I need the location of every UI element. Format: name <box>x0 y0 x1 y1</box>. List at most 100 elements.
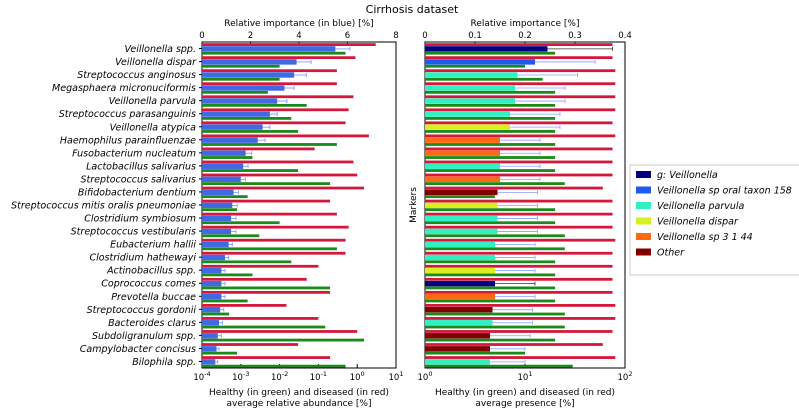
healthy-bar <box>202 351 238 355</box>
legend-label: g: Veillonella <box>657 170 718 181</box>
healthy-bar <box>202 260 292 264</box>
diseased-bar <box>202 160 354 164</box>
importance-bar <box>202 46 336 52</box>
marker-healthy-bar <box>425 338 556 342</box>
diseased-bar <box>202 134 369 138</box>
left-bottom-axis-label-2: average relative abundance [%] <box>226 399 371 409</box>
legend-swatch <box>636 171 651 178</box>
marker-diseased-bar <box>425 82 616 86</box>
importance-bar <box>202 111 270 117</box>
healthy-bar <box>202 221 280 225</box>
diseased-bar <box>202 56 356 60</box>
left-category-label: Actinobacillus spp. <box>106 266 196 277</box>
importance-bar <box>202 293 222 300</box>
marker-importance-bar <box>425 293 495 300</box>
importance-bar <box>202 72 295 78</box>
marker-diseased-bar <box>425 290 613 294</box>
left-bottom-tick-label: 101 <box>389 370 404 383</box>
marker-importance-bar <box>425 176 500 182</box>
left-bottom-axis-label-1: Healthy (in green) and diseased (in red) <box>209 388 389 398</box>
diseased-bar <box>202 277 307 281</box>
healthy-bar <box>202 299 248 303</box>
importance-bar <box>202 320 219 326</box>
left-category-label: Bilophila spp. <box>132 357 196 368</box>
marker-diseased-bar <box>425 173 613 177</box>
importance-bar <box>202 267 222 274</box>
healthy-bar <box>202 273 253 277</box>
diseased-bar <box>202 330 358 333</box>
right-top-tick-label: 0.2 <box>518 31 532 41</box>
legend-label: Veillonella parvula <box>657 201 745 212</box>
left-category-label: Fusobacterium nucleatum <box>72 148 196 159</box>
importance-bar <box>202 280 222 287</box>
healthy-bar <box>202 234 260 238</box>
left-category-label: Subdoligranulum spp. <box>92 331 196 342</box>
left-bottom-tick-label: 100 <box>350 370 365 383</box>
left-category-label: Streptococcus gordonii <box>87 305 197 316</box>
importance-bar <box>202 359 216 365</box>
marker-healthy-bar <box>425 169 556 172</box>
marker-healthy-bar <box>425 312 565 316</box>
marker-diseased-bar <box>425 330 613 333</box>
healthy-bar <box>202 208 238 212</box>
marker-importance-bar <box>425 72 518 78</box>
healthy-bar <box>202 364 346 368</box>
healthy-bar <box>202 338 365 342</box>
marker-importance-bar <box>425 111 510 117</box>
legend-swatch <box>636 233 651 240</box>
marker-importance-bar <box>425 189 498 196</box>
importance-bar <box>202 346 217 352</box>
marker-importance-bar <box>425 98 515 104</box>
diseased-bar <box>202 95 354 99</box>
importance-bar <box>202 254 226 261</box>
left-category-label: Streptococcus mitis oralis pneumoniae <box>11 201 196 212</box>
legend-swatch <box>636 186 651 194</box>
marker-diseased-bar <box>425 304 616 307</box>
left-top-tick-label: 4 <box>296 31 301 41</box>
right-top-tick-label: 0.3 <box>568 31 582 41</box>
right-bottom-tick-label: 101 <box>518 370 533 383</box>
left-bottom-tick-label: 10-2 <box>271 370 288 383</box>
left-top-tick-label: 6 <box>345 31 350 41</box>
marker-diseased-bar <box>425 147 613 151</box>
marker-healthy-bar <box>425 130 556 133</box>
importance-bar <box>202 137 258 143</box>
marker-healthy-bar <box>425 143 556 146</box>
left-category-label: Streptococcus vestibularis <box>71 227 196 238</box>
legend-swatch <box>636 248 651 256</box>
importance-bar <box>202 189 234 196</box>
healthy-bar <box>202 325 326 329</box>
right-top-tick-label: 0.4 <box>618 31 632 41</box>
marker-healthy-bar <box>425 364 573 368</box>
marker-healthy-bar <box>425 64 525 68</box>
marker-importance-bar <box>425 346 490 352</box>
legend-label: Veillonella sp oral taxon 158 <box>657 186 792 197</box>
left-category-label: Prevotella buccae <box>111 292 196 303</box>
importance-bar <box>202 59 297 65</box>
healthy-bar <box>202 51 346 55</box>
marker-importance-bar <box>425 241 495 248</box>
left-category-label: Veillonella atypica <box>110 122 197 133</box>
marker-importance-bar <box>425 215 498 222</box>
chart-title: Cirrhosis dataset <box>366 3 459 16</box>
left-category-label: Clostridium hathewayi <box>89 253 196 264</box>
right-bottom-axis-label-2: average presence [%] <box>475 399 574 409</box>
diseased-bar <box>202 82 337 86</box>
marker-importance-bar <box>425 124 510 130</box>
importance-bar <box>202 228 232 235</box>
healthy-bar <box>202 143 337 146</box>
left-bottom-tick-label: 10-4 <box>193 370 210 383</box>
marker-healthy-bar <box>425 51 556 55</box>
marker-diseased-bar <box>425 251 613 255</box>
healthy-bar <box>202 130 299 133</box>
left-category-label: Veillonella dispar <box>115 57 197 68</box>
left-panel: Relative importance (in blue) [%] Health… <box>11 19 403 409</box>
marker-importance-bar <box>425 307 493 313</box>
marker-healthy-bar <box>425 351 525 355</box>
marker-diseased-bar <box>425 56 613 60</box>
marker-importance-bar <box>425 254 495 261</box>
marker-diseased-bar <box>425 108 616 112</box>
marker-importance-bar <box>425 85 515 91</box>
marker-healthy-bar <box>425 273 556 277</box>
